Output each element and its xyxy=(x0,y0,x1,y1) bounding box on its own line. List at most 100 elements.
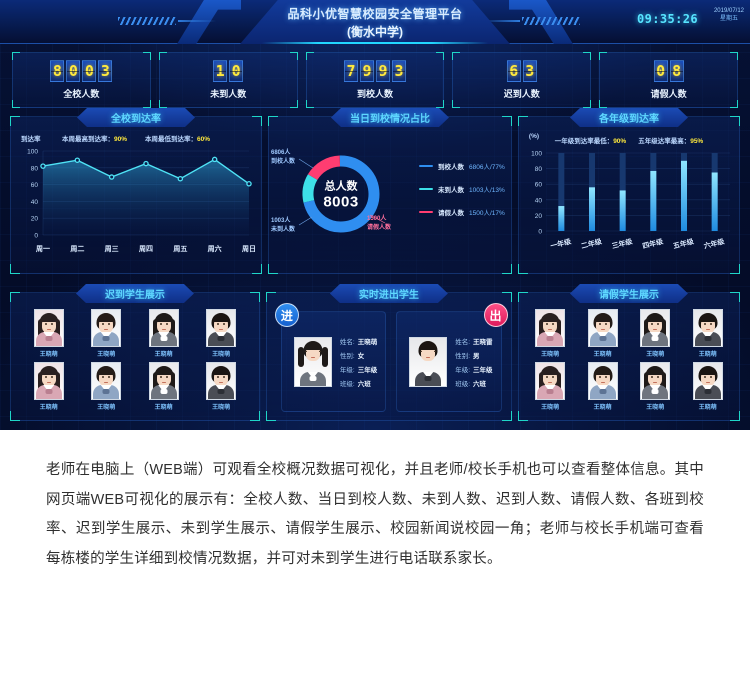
charts-row: 全校到达率 到达率 本周最高到达率：90% 本周最低到达率：60% 0 20 40 6… xyxy=(0,112,750,274)
svg-text:周二: 周二 xyxy=(70,244,84,253)
bar-chart[interactable]: 0 20 40 60 80 100 一年级 二年级 三年级 四年级 五年级 六年级 xyxy=(524,145,736,257)
student-card[interactable]: 王晓萌 xyxy=(577,309,628,358)
corner-icon xyxy=(265,411,276,421)
student-name: 王晓萌 xyxy=(646,352,665,358)
kpi-label: 请假人数 xyxy=(650,89,687,99)
student-name: 王晓萌 xyxy=(39,405,58,411)
student-avatar xyxy=(640,362,671,400)
corner-icon xyxy=(452,100,461,108)
student-card[interactable]: 王晓萌 xyxy=(193,309,248,358)
donut-callout-arrived: 6806人 到校人数 xyxy=(271,150,296,165)
panel-title-today-ratio: 当日到校情况占比 xyxy=(331,108,449,127)
corner-icon xyxy=(142,52,151,60)
digit-tile: 0 xyxy=(82,60,97,82)
exit-student-info: 姓名: 王晓雷 性别: 男 年级: 三年级 班级: 六班 xyxy=(455,336,492,388)
student-card[interactable]: 王晓萌 xyxy=(21,362,76,411)
svg-text:100: 100 xyxy=(531,151,542,158)
corner-icon xyxy=(729,52,738,60)
student-card[interactable]: 王晓萌 xyxy=(21,309,76,358)
bottom-row: 迟到学生展示 王晓萌 王晓萌 王晓萌 王晓萌 王晓萌 王晓萌 王晓萌 王晓萌 实时进出学生 进 xyxy=(0,288,750,421)
corner-icon xyxy=(501,292,512,302)
student-card[interactable]: 王晓萌 xyxy=(136,309,191,358)
digit-tile: 0 xyxy=(229,60,244,82)
corner-icon xyxy=(436,100,445,108)
student-card[interactable]: 王晓萌 xyxy=(525,362,576,411)
student-avatar xyxy=(148,309,179,347)
live-exit-card[interactable]: 出 姓名: 王晓雷 性别: 男 年级: 三年级 班级: 六班 xyxy=(396,303,508,412)
svg-text:80: 80 xyxy=(535,166,543,173)
digit-tile: 9 xyxy=(375,60,390,82)
donut-center: 总人数 8003 xyxy=(323,178,358,211)
student-card[interactable]: 王晓萌 xyxy=(682,362,733,411)
corner-icon xyxy=(12,52,20,60)
line-chart[interactable]: 0 20 40 60 80 100 周一 周二 周三 周四 周五 周六 周日 xyxy=(19,143,255,261)
student-name: 王晓萌 xyxy=(541,405,560,411)
student-avatar xyxy=(148,362,179,400)
corner-icon xyxy=(268,116,278,126)
donut-legend: 到校人数 6806人/77% 未到人数 1003人/13% 请假人数 1500人… xyxy=(417,135,511,253)
student-card[interactable]: 王晓萌 xyxy=(630,309,681,358)
student-name: 王晓萌 xyxy=(212,352,231,358)
svg-text:100: 100 xyxy=(27,149,38,156)
info-name: 姓名: 王晓萌 xyxy=(339,338,378,346)
corner-icon xyxy=(501,264,512,274)
panel-title-arrival-rate: 全校到达率 xyxy=(77,108,195,127)
student-avatar xyxy=(692,362,723,400)
panel-arrival-rate: 全校到达率 到达率 本周最高到达率：90% 本周最低到达率：60% 0 20 40 6… xyxy=(10,116,262,274)
legend-value: 1003人/13% xyxy=(469,187,505,194)
student-card[interactable]: 王晓萌 xyxy=(525,309,576,358)
digit-tile: 8 xyxy=(50,60,65,82)
student-card[interactable]: 王晓萌 xyxy=(136,362,191,411)
student-card[interactable]: 王晓萌 xyxy=(682,309,733,358)
page-subtitle: (衡水中学) xyxy=(347,24,403,39)
digit-tile: 1 xyxy=(213,60,228,82)
svg-text:60: 60 xyxy=(535,182,543,189)
svg-text:一年级: 一年级 xyxy=(549,236,573,250)
student-card[interactable]: 王晓萌 xyxy=(193,362,248,411)
corner-icon xyxy=(10,411,20,421)
digit-tile: 7 xyxy=(343,60,358,82)
legend-label: 请假人数 xyxy=(438,210,464,217)
student-card[interactable]: 王晓萌 xyxy=(577,362,628,411)
corner-icon xyxy=(289,100,298,108)
corner-icon xyxy=(730,264,740,274)
student-name: 王晓萌 xyxy=(541,352,560,358)
legend-item-absent[interactable]: 未到人数 1003人/13% xyxy=(419,184,511,194)
corner-icon xyxy=(599,52,608,60)
corner-icon xyxy=(158,100,167,108)
panel-live-inout: 实时进出学生 进 姓名: 王晓萌 性别: 女 年级: 三年级 班级: 六班 xyxy=(265,292,512,421)
corner-icon xyxy=(517,264,528,274)
donut-chart[interactable] xyxy=(269,135,417,251)
live-entry-card[interactable]: 进 姓名: 王晓萌 性别: 女 年级: 三年级 班级: 六班 xyxy=(274,303,387,412)
donut-callout-leave: 1500人 请假人数 xyxy=(367,216,392,231)
student-avatar xyxy=(91,362,122,400)
corner-icon xyxy=(583,100,592,108)
entry-student-info: 姓名: 王晓萌 性别: 女 年级: 三年级 班级: 六班 xyxy=(340,336,377,388)
header-title-block: 品科小优智慧校园安全管理平台 (衡水中学) xyxy=(240,0,510,44)
legend-item-arrived[interactable]: 到校人数 6806人/77% xyxy=(419,161,511,171)
student-card[interactable]: 王晓萌 xyxy=(630,362,681,411)
caption-block: 老师在电脑上（WEB端）可观看全校概况数据可视化，并且老师/校长手机也可以查看整… xyxy=(0,430,750,690)
app-header: 品科小优智慧校园安全管理平台 (衡水中学) 09:35:26 2019/07/1… xyxy=(0,0,750,44)
leave-students-grid: 王晓萌 王晓萌 王晓萌 王晓萌 王晓萌 王晓萌 王晓萌 王晓萌 xyxy=(519,293,739,417)
note-grade-low: 一年级到达率最低：90% xyxy=(554,138,627,145)
live-inout-area: 进 姓名: 王晓萌 性别: 女 年级: 三年级 班级: 六班 出 xyxy=(267,293,511,420)
entry-student-photo xyxy=(293,336,332,387)
caption-text: 老师在电脑上（WEB端）可观看全校概况数据可视化，并且老师/校长手机也可以查看整… xyxy=(46,462,704,568)
info-class: 班级: 六班 xyxy=(339,380,371,388)
current-weekday: 星期五 xyxy=(719,15,738,22)
legend-item-leave[interactable]: 请假人数 1500人/17% xyxy=(419,207,511,217)
student-name: 王晓萌 xyxy=(212,405,231,411)
legend-swatch-icon xyxy=(419,165,433,167)
legend-label: 未到人数 xyxy=(438,187,464,194)
panel-title-leave-students: 请假学生展示 xyxy=(570,284,688,303)
student-card[interactable]: 王晓萌 xyxy=(78,309,133,358)
student-card[interactable]: 王晓萌 xyxy=(78,362,133,411)
corner-icon xyxy=(305,52,314,60)
svg-text:80: 80 xyxy=(31,165,39,172)
